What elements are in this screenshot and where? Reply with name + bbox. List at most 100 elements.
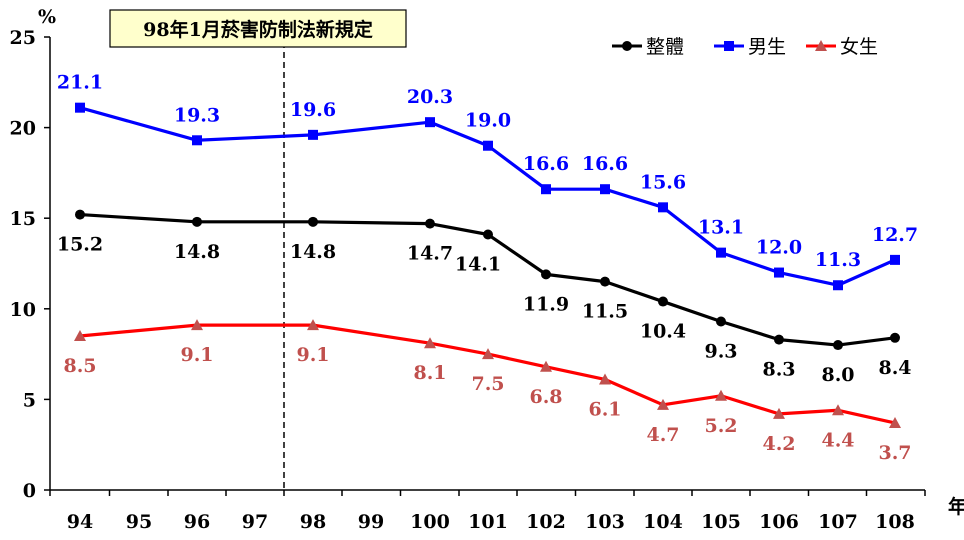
legend-marker <box>724 41 734 51</box>
data-point <box>890 332 900 343</box>
y-tick-label: 5 <box>23 389 36 411</box>
series-男生: 21.1 19.3 19.6 20.3 19.0 16.6 16.6 15.6 13.1 12.0… <box>57 72 918 291</box>
x-tick-label: 95 <box>126 511 152 533</box>
data-label: 15.2 <box>57 234 103 256</box>
data-label: 13.1 <box>698 217 744 239</box>
data-label: 11.9 <box>523 293 569 315</box>
data-label: 11.5 <box>582 301 628 323</box>
data-label: 5.2 <box>704 415 737 437</box>
data-label: 14.8 <box>290 241 336 263</box>
y-axis-unit: % <box>38 6 56 28</box>
y-tick-label: 10 <box>10 299 36 321</box>
data-point <box>658 296 668 307</box>
data-label: 8.5 <box>63 355 96 377</box>
legend-item: 男生 <box>714 36 786 58</box>
data-label: 14.8 <box>174 241 220 263</box>
data-label: 4.7 <box>646 424 679 446</box>
legend: 整體 男生 女生 <box>612 36 878 58</box>
series-line <box>79 323 896 425</box>
x-tick-label: 94 <box>67 511 93 533</box>
data-label: 8.1 <box>413 362 446 384</box>
data-point <box>889 416 901 428</box>
data-label: 8.4 <box>878 357 911 379</box>
legend-marker <box>815 40 827 51</box>
data-point <box>600 276 610 287</box>
data-label: 4.2 <box>762 433 795 455</box>
series-group: 15.2 14.8 14.8 14.7 14.1 11.9 11.5 10.4 9.3 8.3 8.… <box>57 72 918 464</box>
x-tick-label: 103 <box>585 511 625 533</box>
data-label: 19.3 <box>174 104 220 126</box>
data-label: 6.1 <box>588 398 621 420</box>
data-point <box>424 337 436 349</box>
x-tick-label: 104 <box>643 511 683 533</box>
data-label: 14.1 <box>455 254 501 276</box>
annotation-text: 98年1月菸害防制法新規定 <box>143 18 373 41</box>
series-line <box>79 212 896 347</box>
data-label: 6.8 <box>529 386 562 408</box>
x-tick-label: 105 <box>701 511 741 533</box>
data-label: 10.4 <box>640 321 686 343</box>
data-point <box>483 229 493 240</box>
series-line <box>79 106 896 287</box>
x-tick-label: 97 <box>242 511 268 533</box>
data-point <box>307 319 319 331</box>
series-整體: 15.2 14.8 14.8 14.7 14.1 11.9 11.5 10.4 9.3 8.3 8.… <box>57 209 912 386</box>
data-point <box>658 202 668 213</box>
data-point <box>191 319 203 331</box>
data-point <box>308 129 318 140</box>
data-label: 7.5 <box>471 373 504 395</box>
data-point <box>832 404 844 416</box>
x-tick-label: 99 <box>358 511 384 533</box>
data-point <box>75 102 85 113</box>
data-label: 9.1 <box>180 344 213 366</box>
x-tick-label: 107 <box>818 511 858 533</box>
data-point <box>774 334 784 345</box>
data-label: 19.6 <box>290 99 336 121</box>
data-label: 12.0 <box>756 237 802 259</box>
data-label: 4.4 <box>821 429 854 451</box>
data-label: 20.3 <box>407 86 453 108</box>
data-point <box>541 184 551 195</box>
data-point <box>600 184 610 195</box>
data-point <box>541 269 551 280</box>
legend-item: 女生 <box>806 36 878 58</box>
data-point <box>75 209 85 220</box>
data-point <box>833 340 843 351</box>
y-tick-label: 0 <box>23 480 36 502</box>
data-point <box>890 254 900 265</box>
legend-label: 女生 <box>840 36 878 58</box>
legend-marker <box>622 41 632 51</box>
data-label: 14.7 <box>407 243 453 265</box>
data-label: 9.3 <box>704 340 737 362</box>
data-point <box>425 218 435 229</box>
x-tick-label: 101 <box>468 511 508 533</box>
data-label: 19.0 <box>465 110 511 132</box>
data-label: 11.3 <box>815 249 861 271</box>
data-label: 3.7 <box>878 442 911 464</box>
data-label: 8.3 <box>762 359 795 381</box>
data-label: 9.1 <box>296 344 329 366</box>
data-point <box>833 280 843 291</box>
data-point <box>74 329 86 341</box>
data-point <box>774 267 784 278</box>
x-tick-label: 100 <box>410 511 450 533</box>
data-point <box>192 216 202 227</box>
x-axis-unit: 年 <box>948 495 964 518</box>
data-point <box>192 135 202 146</box>
y-tick-label: 15 <box>10 208 36 230</box>
data-label: 21.1 <box>57 72 103 94</box>
data-point <box>773 407 785 419</box>
data-label: 16.6 <box>582 153 628 175</box>
data-point <box>540 360 552 372</box>
data-label: 8.0 <box>821 364 854 386</box>
policy-annotation: 98年1月菸害防制法新規定 <box>109 9 407 490</box>
data-point <box>716 247 726 258</box>
data-point <box>715 389 727 401</box>
data-point <box>599 373 611 385</box>
legend-label: 男生 <box>748 36 786 58</box>
data-point <box>308 216 318 227</box>
data-point <box>483 140 493 151</box>
data-point <box>716 316 726 327</box>
